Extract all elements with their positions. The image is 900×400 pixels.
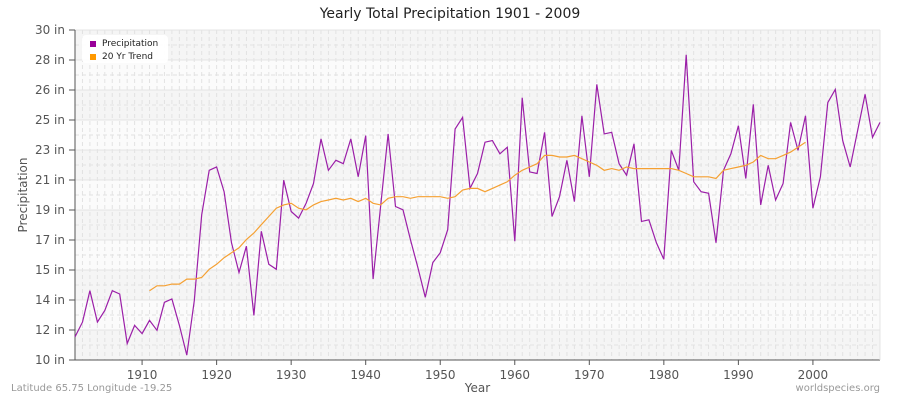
y-tick-label: 14 in	[35, 293, 65, 307]
x-tick-label: 1950	[425, 368, 456, 382]
y-tick-label: 10 in	[35, 353, 65, 367]
x-tick-label: 1920	[201, 368, 232, 382]
x-tick-label: 1980	[649, 368, 680, 382]
legend: Precipitation 20 Yr Trend	[82, 35, 168, 63]
x-axis-title: Year	[464, 381, 490, 395]
y-axis-title: Precipitation	[16, 157, 30, 232]
x-tick-label: 2000	[798, 368, 829, 382]
x-tick-label: 1970	[574, 368, 605, 382]
legend-item-precipitation[interactable]: Precipitation	[82, 37, 168, 50]
y-tick-label: 26 in	[35, 83, 65, 97]
x-tick-label: 1930	[276, 368, 307, 382]
y-tick-label: 17 in	[35, 233, 65, 247]
y-tick-label: 28 in	[35, 53, 65, 67]
x-tick-label: 1990	[723, 368, 754, 382]
y-tick-label: 19 in	[35, 203, 65, 217]
y-tick-label: 15 in	[35, 263, 65, 277]
precipitation-swatch-icon	[90, 40, 96, 47]
x-tick-label: 1960	[499, 368, 530, 382]
legend-label: Precipitation	[102, 38, 159, 49]
location-label: Latitude 65.75 Longitude -19.25	[11, 383, 173, 394]
y-tick-label: 21 in	[35, 173, 65, 187]
legend-item-trend[interactable]: 20 Yr Trend	[82, 50, 168, 63]
chart-title: Yearly Total Precipitation 1901 - 2009	[319, 6, 581, 22]
y-tick-label: 23 in	[35, 143, 65, 157]
x-tick-label: 1910	[127, 368, 158, 382]
y-tick-label: 12 in	[35, 323, 65, 337]
trend-line	[149, 141, 806, 292]
x-tick-label: 1940	[350, 368, 381, 382]
source-link[interactable]: worldspecies.org	[795, 383, 880, 394]
legend-label: 20 Yr Trend	[102, 51, 154, 62]
y-tick-label: 30 in	[35, 23, 65, 37]
precipitation-line	[74, 54, 881, 356]
y-tick-label: 25 in	[35, 113, 65, 127]
trend-swatch-icon	[90, 53, 96, 60]
